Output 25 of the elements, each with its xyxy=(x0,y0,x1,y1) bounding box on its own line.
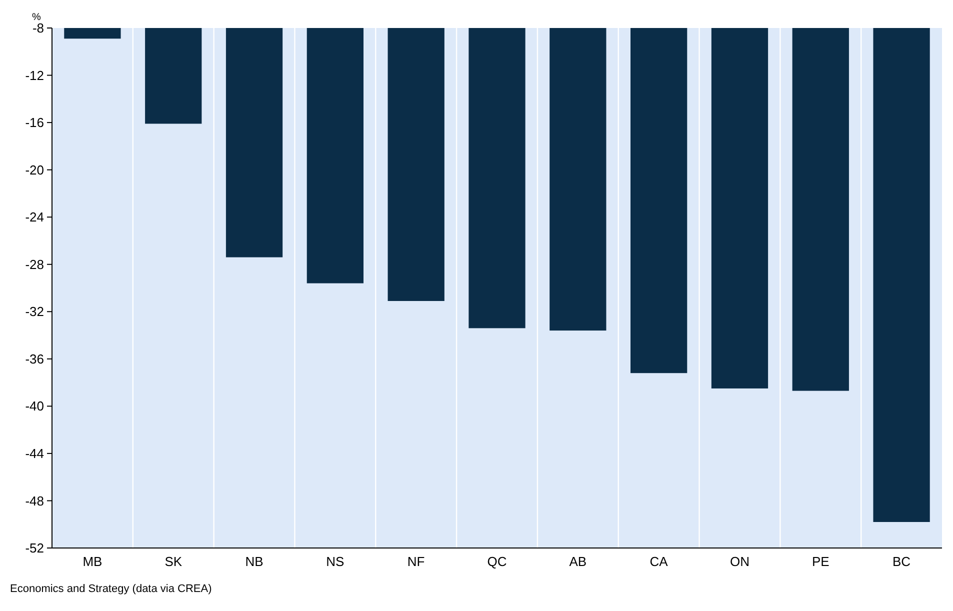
x-tick-label: ON xyxy=(730,554,750,569)
y-tick-label: -8 xyxy=(32,20,44,36)
y-axis-title: % xyxy=(32,12,41,23)
y-tick-label: -32 xyxy=(25,304,44,320)
x-tick-label: MB xyxy=(82,554,102,569)
x-tick-label: SK xyxy=(164,554,182,569)
y-tick-label: -52 xyxy=(25,540,44,556)
text: Economics and Strategy (data via CREA) xyxy=(10,583,212,595)
y-tick-label: -16 xyxy=(25,115,44,130)
x-tick-label: NS xyxy=(326,554,345,569)
y-tick-label: -48 xyxy=(25,493,44,508)
y-tick-label: -40 xyxy=(25,398,44,414)
x-tick-label: NB xyxy=(245,554,264,569)
x-tick-label: AB xyxy=(569,554,587,569)
y-tick-label: -12 xyxy=(25,68,44,83)
y-tick-label: -44 xyxy=(25,446,44,462)
y-tick-label: -20 xyxy=(25,162,44,178)
x-tick-label: QC xyxy=(487,554,507,569)
x-tick-label: BC xyxy=(892,554,911,569)
y-tick-label: -28 xyxy=(25,256,44,272)
y-tick-label: -24 xyxy=(25,210,44,225)
x-tick-label: NF xyxy=(407,554,425,569)
y-tick-label: -36 xyxy=(25,351,44,366)
x-tick-label: CA xyxy=(650,554,668,569)
x-tick-label: PE xyxy=(812,554,830,569)
